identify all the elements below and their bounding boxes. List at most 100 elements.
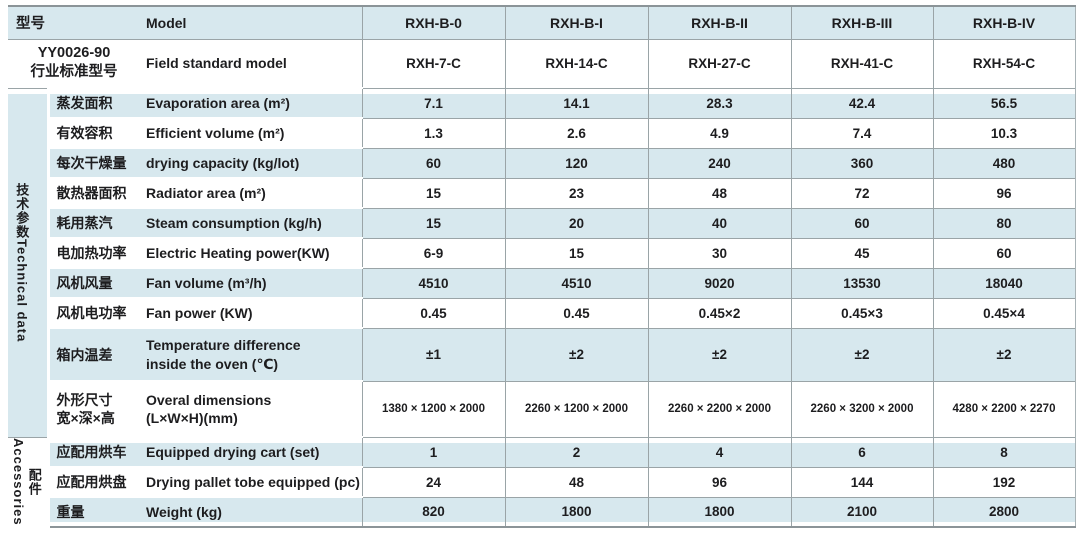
standard-model-label-en: Field standard model: [140, 38, 362, 88]
label-line: 外形尺寸: [56, 391, 113, 408]
value-cell: 0.45: [361, 297, 505, 328]
value-cell: 480: [932, 147, 1076, 178]
value-cell: 96: [647, 466, 791, 497]
value-cell: 48: [647, 177, 791, 208]
row-overall-dimensions: 外形尺寸 宽×深×高 Overal dimensions (L×W×H)(mm)…: [8, 380, 1076, 437]
spec-table: 型号 Model RXH-B-0 RXH-B-I RXH-B-II RXH-B-…: [8, 5, 1076, 528]
value-cell: 15: [361, 177, 505, 208]
label-line: 宽×深×高: [56, 410, 115, 426]
section-label-cn: 配件: [26, 468, 42, 497]
value-cell: 96: [932, 177, 1076, 208]
row-label-cn: 蒸发面积: [46, 87, 140, 118]
value-cell: 20: [504, 207, 648, 238]
value-cell: 9020: [647, 267, 791, 298]
value-cell: 1380 × 1200 × 2000: [361, 380, 505, 437]
model-header-cell: RXH-B-II: [647, 5, 791, 39]
label-line: (L×W×H)(mm): [146, 410, 238, 426]
row-label-cn: 箱内温差: [46, 327, 140, 381]
value-cell: 144: [790, 466, 933, 497]
row-label-cn: 散热器面积: [46, 177, 140, 208]
model-header-cell: RXH-B-IV: [932, 5, 1076, 39]
model-header-cell: RXH-B-III: [790, 5, 933, 39]
value-cell: 0.45×3: [790, 297, 933, 328]
value-cell: 820: [361, 496, 505, 528]
label-line: 行业标准型号: [30, 64, 118, 81]
value-cell: RXH-41-C: [790, 38, 933, 88]
row-label-cn: 外形尺寸 宽×深×高: [46, 380, 140, 437]
row-label-cn: 重量: [46, 496, 140, 528]
row-label-en: Fan power (KW): [140, 297, 362, 328]
value-cell: 42.4: [790, 87, 933, 118]
value-cell: 2.6: [504, 117, 648, 148]
row-evaporation-area: 技术参数Technical data 蒸发面积 Evaporation area…: [8, 87, 1076, 437]
value-cell: RXH-27-C: [647, 38, 791, 88]
value-cell: 60: [361, 147, 505, 178]
value-cell: 2100: [790, 496, 933, 528]
row-equipped-drying-cart: 配件 Accessories 应配用烘车 Equipped drying car…: [8, 436, 1076, 527]
value-cell: 2800: [932, 496, 1076, 528]
value-cell: 0.45×4: [932, 297, 1076, 328]
value-cell: 1: [361, 436, 505, 467]
row-label-en: Temperature difference inside the oven (…: [140, 327, 362, 381]
row-drying-pallet: 应配用烘盘 Drying pallet tobe equipped (pc) 2…: [8, 466, 1076, 497]
label-line: YY0026-90: [37, 45, 111, 62]
row-electric-heating-power: 电加热功率 Electric Heating power(KW) 6-9 15 …: [8, 237, 1076, 268]
row-label-en: Radiator area (m²): [140, 177, 362, 208]
value-cell: RXH-54-C: [932, 38, 1076, 88]
value-cell: ±2: [647, 327, 791, 381]
section-label-en: Technical data: [14, 238, 30, 343]
model-label-en: Model: [140, 5, 362, 39]
row-label-cn: 每次干燥量: [46, 147, 140, 178]
value-cell: 10.3: [932, 117, 1076, 148]
value-cell: 6: [790, 436, 933, 467]
value-cell: 48: [504, 466, 648, 497]
value-cell: 13530: [790, 267, 933, 298]
value-cell: ±1: [361, 327, 505, 381]
value-cell: 2260 × 3200 × 2000: [790, 380, 933, 437]
value-cell: 7.1: [361, 87, 505, 118]
row-label-cn: 应配用烘盘: [46, 466, 140, 497]
value-cell: RXH-14-C: [504, 38, 648, 88]
row-efficient-volume: 有效容积 Efficient volume (m²) 1.3 2.6 4.9 7…: [8, 117, 1076, 148]
row-radiator-area: 散热器面积 Radiator area (m²) 15 23 48 72 96: [8, 177, 1076, 208]
label-line: Temperature difference: [146, 337, 301, 354]
value-cell: 60: [790, 207, 933, 238]
row-label-cn: 有效容积: [46, 117, 140, 148]
section-label-accessories: 配件 Accessories: [8, 436, 48, 527]
row-label-cn: 应配用烘车: [46, 436, 140, 467]
value-cell: 60: [932, 237, 1076, 268]
value-cell: 0.45×2: [647, 297, 791, 328]
value-cell: 2260 × 2200 × 2000: [647, 380, 791, 437]
value-cell: 4: [647, 436, 791, 467]
value-cell: 4280 × 2200 × 2270: [932, 380, 1076, 437]
model-header-cell: RXH-B-I: [504, 5, 648, 39]
value-cell: 4510: [361, 267, 505, 298]
value-cell: 24: [361, 466, 505, 497]
section-label-technical-data: 技术参数Technical data: [8, 87, 48, 437]
label-line: Overal dimensions: [146, 391, 272, 408]
row-fan-power: 风机电功率 Fan power (KW) 0.45 0.45 0.45×2 0.…: [8, 297, 1076, 328]
row-label-en: Electric Heating power(KW): [140, 237, 362, 268]
value-cell: 1800: [647, 496, 791, 528]
value-cell: 8: [932, 436, 1076, 467]
value-cell: 40: [647, 207, 791, 238]
value-cell: 7.4: [790, 117, 933, 148]
value-cell: 6-9: [361, 237, 505, 268]
standard-model-label-cn: YY0026-90 行业标准型号: [8, 38, 140, 88]
row-label-cn: 风机风量: [46, 267, 140, 298]
value-cell: 1800: [504, 496, 648, 528]
value-cell: 4.9: [647, 117, 791, 148]
value-cell: 15: [361, 207, 505, 238]
value-cell: 1.3: [361, 117, 505, 148]
model-label-cn: 型号: [8, 5, 140, 39]
row-label-en: Equipped drying cart (set): [140, 436, 362, 467]
row-label-cn: 耗用蒸汽: [46, 207, 140, 238]
value-cell: 4510: [504, 267, 648, 298]
row-label-en: Drying pallet tobe equipped (pc): [140, 466, 362, 497]
row-fan-volume: 风机风量 Fan volume (m³/h) 4510 4510 9020 13…: [8, 267, 1076, 298]
row-drying-capacity: 每次干燥量 drying capacity (kg/lot) 60 120 24…: [8, 147, 1076, 178]
value-cell: 15: [504, 237, 648, 268]
value-cell: 240: [647, 147, 791, 178]
row-label-en: Fan volume (m³/h): [140, 267, 362, 298]
row-steam-consumption: 耗用蒸汽 Steam consumption (kg/h) 15 20 40 6…: [8, 207, 1076, 238]
